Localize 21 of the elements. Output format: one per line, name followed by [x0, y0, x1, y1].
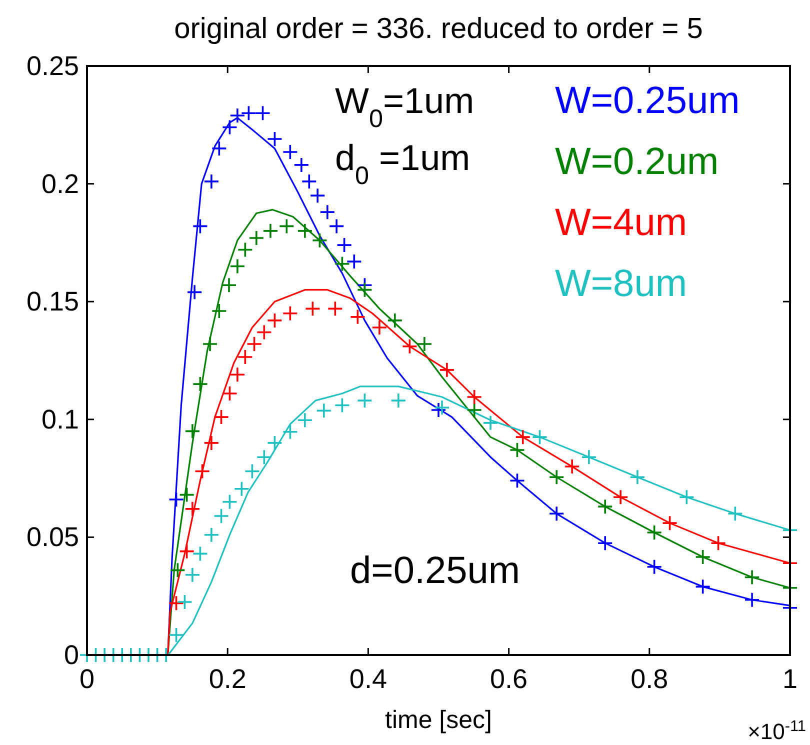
text: W=0.25um — [555, 80, 740, 122]
text: W=4um — [555, 202, 687, 244]
x-axis-title: time [sec] — [385, 706, 492, 734]
x-tick-label: 0.8 — [630, 664, 668, 694]
annotation: d=0.25um — [350, 550, 520, 592]
text: W=8um — [555, 263, 687, 305]
y-tick-label: 0.05 — [26, 522, 79, 552]
x-tick-label: 0.6 — [490, 664, 528, 694]
text: W=0.2um — [555, 141, 719, 183]
annotation: d$_{0}$ =1um — [335, 137, 470, 190]
y-tick-label: 0.15 — [26, 286, 79, 317]
y-tick-label: 0.25 — [26, 51, 79, 81]
x-tick-label: 0.4 — [349, 664, 387, 694]
y-tick-label: 0.2 — [41, 168, 79, 199]
x-tick-label: 1 — [782, 664, 798, 694]
y-tick-label: 0 — [64, 640, 79, 670]
y-tick-label: 0.1 — [41, 404, 79, 434]
annotation: W$_{0}$=1um — [335, 80, 474, 133]
chart-title: original order = 336. reduced to order = 5 — [174, 13, 703, 45]
text: ×10$^{-11}$ — [748, 718, 806, 744]
x-tick-label: 0.2 — [208, 664, 246, 694]
